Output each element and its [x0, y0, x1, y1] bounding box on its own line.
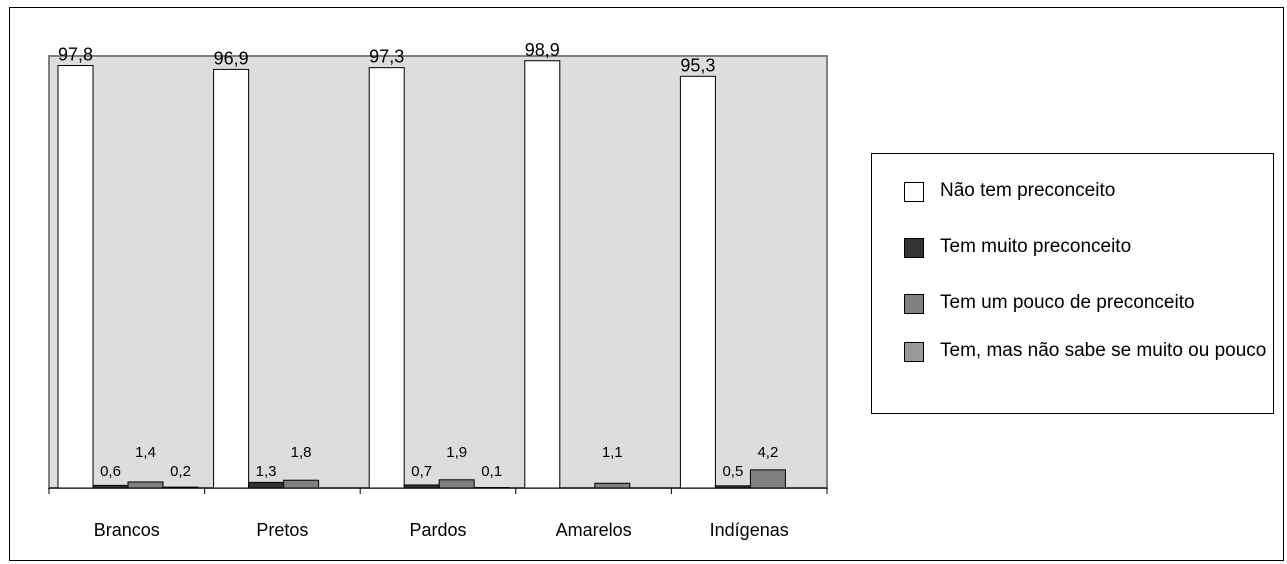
data-label: 1,9 [446, 444, 467, 461]
x-tick-label: Brancos [94, 520, 160, 540]
data-label: 97,8 [58, 45, 93, 65]
legend-item: Tem um pouco de preconceito [904, 288, 1270, 318]
chart-legend: Não tem preconceito Tem muito preconceito… [871, 153, 1274, 414]
data-label: 96,9 [214, 48, 249, 68]
data-label: 0,7 [411, 463, 432, 480]
legend-swatch [904, 182, 924, 202]
data-label: 0,5 [722, 463, 743, 480]
bar-brancos-series-3 [127, 481, 164, 489]
legend-item: Não tem preconceito [904, 176, 1270, 206]
legend-label: Tem, mas não sabe se muito ou pouco [940, 340, 1267, 361]
legend-swatch [904, 238, 924, 258]
data-label: 1,1 [602, 444, 623, 461]
data-label: 4,2 [757, 444, 778, 461]
data-label: 1,3 [256, 463, 277, 480]
bar-indígenas-series-1 [679, 75, 716, 489]
bar-pardos-series-3 [438, 479, 475, 489]
legend-item: Tem muito preconceito [904, 232, 1270, 262]
bar-pretos-series-3 [283, 479, 320, 489]
x-tick-label: Indígenas [710, 520, 789, 540]
data-label: 95,3 [680, 55, 715, 75]
legend-item: Tem, mas não sabe se muito ou pouco [904, 336, 1270, 366]
legend-swatch [904, 342, 924, 362]
bar-pretos-series-1 [213, 68, 250, 489]
data-label: 98,9 [525, 40, 560, 60]
legend-label: Tem muito preconceito [940, 236, 1132, 257]
bar-amarelos-series-1 [524, 60, 561, 489]
bar-amarelos-series-3 [594, 482, 631, 489]
bar-pretos-series-2 [248, 481, 285, 489]
x-tick-label: Pretos [256, 520, 308, 540]
x-tick-label: Amarelos [556, 520, 632, 540]
data-label: 0,1 [481, 463, 502, 480]
bar-chart: 97,8 0,6 1,4 0,2 96,9 1,3 1,8 97,3 0,7 1,9 0,1 98,9… [48, 40, 828, 540]
data-label: 0,6 [100, 463, 121, 480]
bar-brancos-series-1 [57, 65, 94, 489]
data-label: 0,2 [170, 463, 191, 480]
legend-label: Não tem preconceito [940, 180, 1116, 201]
bar-pardos-series-1 [368, 67, 405, 489]
legend-label: Tem um pouco de preconceito [940, 292, 1195, 313]
data-label: 1,8 [291, 444, 312, 461]
legend-swatch [904, 294, 924, 314]
bar-indígenas-series-3 [749, 469, 786, 489]
chart-frame: 97,8 0,6 1,4 0,2 96,9 1,3 1,8 97,3 0,7 1,9 0,1 98,9… [9, 7, 1284, 561]
data-label: 1,4 [135, 444, 156, 461]
x-tick-label: Pardos [409, 520, 466, 540]
data-label: 97,3 [369, 47, 404, 67]
